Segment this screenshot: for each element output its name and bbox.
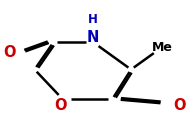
- Text: O: O: [54, 98, 67, 113]
- Text: N: N: [86, 30, 99, 45]
- Text: O: O: [3, 45, 15, 60]
- Text: Me: Me: [152, 41, 173, 54]
- Text: H: H: [88, 13, 98, 26]
- Text: O: O: [173, 98, 185, 113]
